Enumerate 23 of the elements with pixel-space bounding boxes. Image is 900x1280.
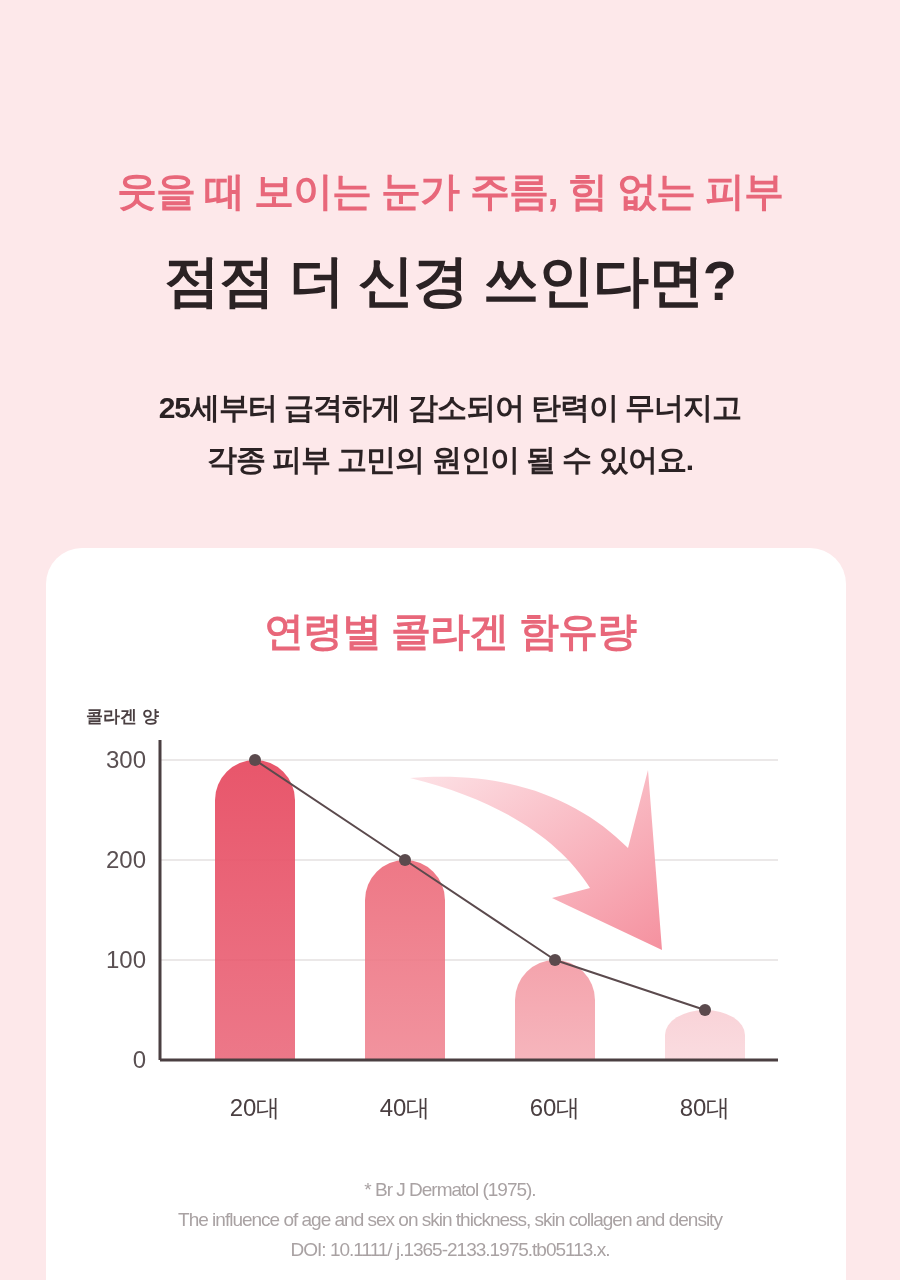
point <box>549 954 561 966</box>
point <box>249 754 261 766</box>
x-tick-label: 60대 <box>529 1094 581 1121</box>
text: 웃을 때 보이는 눈가 주름, 힘 없는 피부 <box>117 169 783 213</box>
point <box>699 1004 711 1016</box>
y-tick-label: 100 <box>105 946 146 973</box>
x-tick-label: 40대 <box>379 1094 431 1121</box>
text: 각종 피부 고민의 원인이 될 수 있어요. <box>206 443 694 476</box>
y-axis-title: 콜라겐 양 <box>86 707 159 726</box>
bar <box>365 860 445 1060</box>
text: 점점 더 신경 쓰인다면? <box>164 249 736 312</box>
text: The influence of age and sex on skin thickness, skin collagen and density <box>178 1209 724 1230</box>
y-tick-label: 300 <box>105 746 146 773</box>
text: DOI: 10.1111/ j.1365-2133.1975.tb05113.x. <box>290 1239 610 1260</box>
chart-title: 연령별 콜라겐 함유량 <box>264 609 637 653</box>
x-tick-label: 20대 <box>229 1094 281 1121</box>
x-tick-label: 80대 <box>679 1094 731 1121</box>
text: 25세부터 급격하게 감소되어 탄력이 무너지고 <box>158 391 742 424</box>
text: * Br J Dermatol (1975). <box>364 1179 536 1200</box>
y-tick-label: 200 <box>105 846 146 873</box>
point <box>399 854 411 866</box>
y-tick-label: 0 <box>132 1046 146 1073</box>
bar <box>215 760 295 1060</box>
